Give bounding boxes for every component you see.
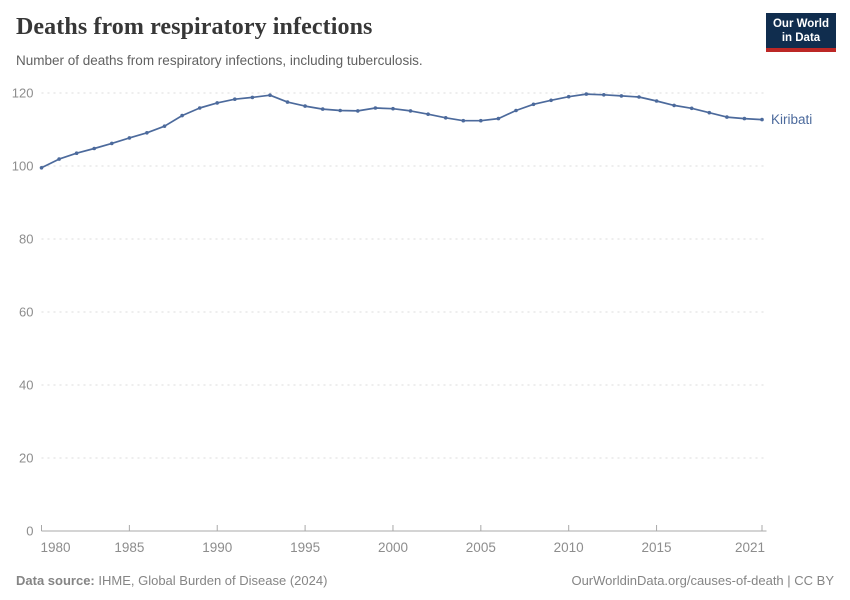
x-axis-tick-label-2015: 2015 <box>642 540 672 555</box>
data-point-2003[interactable] <box>443 116 448 120</box>
y-axis-tick-label-120: 120 <box>12 86 34 101</box>
page-title: Deaths from respiratory infections <box>16 14 373 40</box>
x-axis-tick-label-1990: 1990 <box>202 540 232 555</box>
data-point-2005[interactable] <box>479 118 483 123</box>
owid-logo-line1: Our World <box>772 18 829 30</box>
data-point-2012[interactable] <box>602 93 606 97</box>
data-point-2011[interactable] <box>584 92 589 96</box>
data-point-1988[interactable] <box>180 113 184 118</box>
y-axis-tick-label-80: 80 <box>19 232 33 247</box>
data-point-2006[interactable] <box>496 116 501 121</box>
data-point-1998[interactable] <box>356 109 360 113</box>
data-point-1985[interactable] <box>127 136 132 140</box>
owid-logo[interactable]: Our World in Data <box>766 13 836 52</box>
data-source-text: IHME, Global Burden of Disease (2024) <box>94 573 328 588</box>
data-point-1993[interactable] <box>268 93 272 97</box>
data-point-1981[interactable] <box>57 157 61 161</box>
data-point-1982[interactable] <box>74 151 79 155</box>
data-point-1997[interactable] <box>338 108 343 113</box>
data-point-2015[interactable] <box>654 99 659 103</box>
data-point-1990[interactable] <box>215 101 219 105</box>
x-axis-tick-label-2010: 2010 <box>554 540 584 555</box>
data-point-2001[interactable] <box>408 109 413 113</box>
data-point-1984[interactable] <box>110 141 114 146</box>
x-axis-tick-label-1995: 1995 <box>290 540 320 555</box>
x-axis-tick-label-1980: 1980 <box>41 540 71 555</box>
data-point-2014[interactable] <box>637 95 641 99</box>
y-axis-tick-label-40: 40 <box>19 378 33 393</box>
data-point-2010[interactable] <box>566 94 571 99</box>
x-axis-tick-label-1985: 1985 <box>114 540 144 555</box>
data-source-label: Data source: <box>16 573 95 588</box>
data-point-1980[interactable] <box>39 166 44 170</box>
data-point-1989[interactable] <box>197 106 202 110</box>
x-axis-tick-label-2021: 2021 <box>735 540 765 555</box>
data-point-2008[interactable] <box>531 102 536 107</box>
y-axis-tick-label-20: 20 <box>19 451 33 466</box>
data-point-2013[interactable] <box>619 94 624 98</box>
data-point-1987[interactable] <box>162 124 167 128</box>
y-axis-tick-label-60: 60 <box>19 305 33 320</box>
data-point-1992[interactable] <box>250 95 255 100</box>
data-point-1986[interactable] <box>145 131 149 135</box>
data-point-1991[interactable] <box>233 97 237 101</box>
data-point-2021[interactable] <box>760 117 764 122</box>
data-point-1983[interactable] <box>92 146 96 151</box>
data-point-1995[interactable] <box>303 104 307 108</box>
data-point-2016[interactable] <box>672 103 676 108</box>
data-point-2007[interactable] <box>514 108 518 113</box>
y-axis-tick-label-0: 0 <box>26 524 33 539</box>
series-label-kiribati[interactable]: Kiribati <box>771 112 812 127</box>
chart-footer: Data source: IHME, Global Burden of Dise… <box>16 573 834 588</box>
data-point-2004[interactable] <box>461 118 466 123</box>
x-axis-tick-label-2000: 2000 <box>378 540 408 555</box>
owid-logo-line2: in Data <box>781 32 821 44</box>
series-line-kiribati[interactable] <box>40 93 763 169</box>
data-source-note: Data source: IHME, Global Burden of Dise… <box>16 573 327 588</box>
credit-link[interactable]: OurWorldinData.org/causes-of-death | CC … <box>571 573 834 588</box>
data-point-2000[interactable] <box>391 106 395 111</box>
data-point-2002[interactable] <box>426 112 430 116</box>
x-axis-tick-label-2005: 2005 <box>466 540 496 555</box>
y-axis-tick-label-100: 100 <box>12 159 34 174</box>
data-point-1994[interactable] <box>285 100 290 104</box>
data-point-2009[interactable] <box>549 98 553 103</box>
data-point-2020[interactable] <box>742 116 747 121</box>
data-point-1999[interactable] <box>373 106 378 110</box>
data-point-2017[interactable] <box>689 106 694 111</box>
data-point-2019[interactable] <box>725 115 729 119</box>
data-point-2018[interactable] <box>707 110 712 115</box>
data-point-1996[interactable] <box>320 107 325 111</box>
page-subtitle: Number of deaths from respiratory infect… <box>16 53 423 68</box>
